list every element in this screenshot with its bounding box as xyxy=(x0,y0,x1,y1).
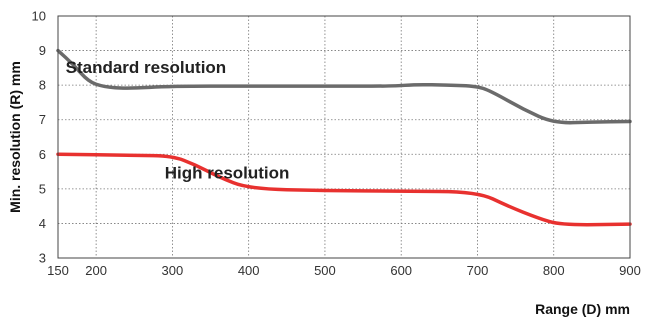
x-tick-label: 500 xyxy=(314,263,336,278)
x-tick-label: 800 xyxy=(543,263,565,278)
y-tick-label: 10 xyxy=(32,9,46,24)
x-tick-label: 300 xyxy=(162,263,184,278)
x-tick-label: 200 xyxy=(85,263,107,278)
y-tick-label: 6 xyxy=(39,147,46,162)
series-line-high-resolution xyxy=(58,154,630,224)
annotations: Standard resolution High resolution xyxy=(66,58,290,182)
y-tick-labels: 3 4 5 6 7 8 9 10 xyxy=(32,9,46,266)
y-tick-label: 3 xyxy=(39,251,46,266)
y-tick-label: 5 xyxy=(39,181,46,196)
y-tick-label: 8 xyxy=(39,78,46,93)
x-tick-label: 150 xyxy=(47,263,69,278)
annotation-standard-resolution: Standard resolution xyxy=(66,58,227,77)
x-tick-labels: 150 200 300 400 500 600 700 800 900 xyxy=(47,263,641,278)
y-tick-label: 9 xyxy=(39,43,46,58)
annotation-high-resolution: High resolution xyxy=(165,163,290,182)
y-tick-label: 4 xyxy=(39,216,46,231)
y-axis-label: Min. resolution (R) mm xyxy=(7,61,23,213)
x-tick-label: 600 xyxy=(390,263,412,278)
x-tick-label: 900 xyxy=(619,263,641,278)
x-axis-label: Range (D) mm xyxy=(535,301,630,317)
x-tick-label: 700 xyxy=(467,263,489,278)
x-tick-label: 400 xyxy=(238,263,260,278)
y-tick-label: 7 xyxy=(39,112,46,127)
